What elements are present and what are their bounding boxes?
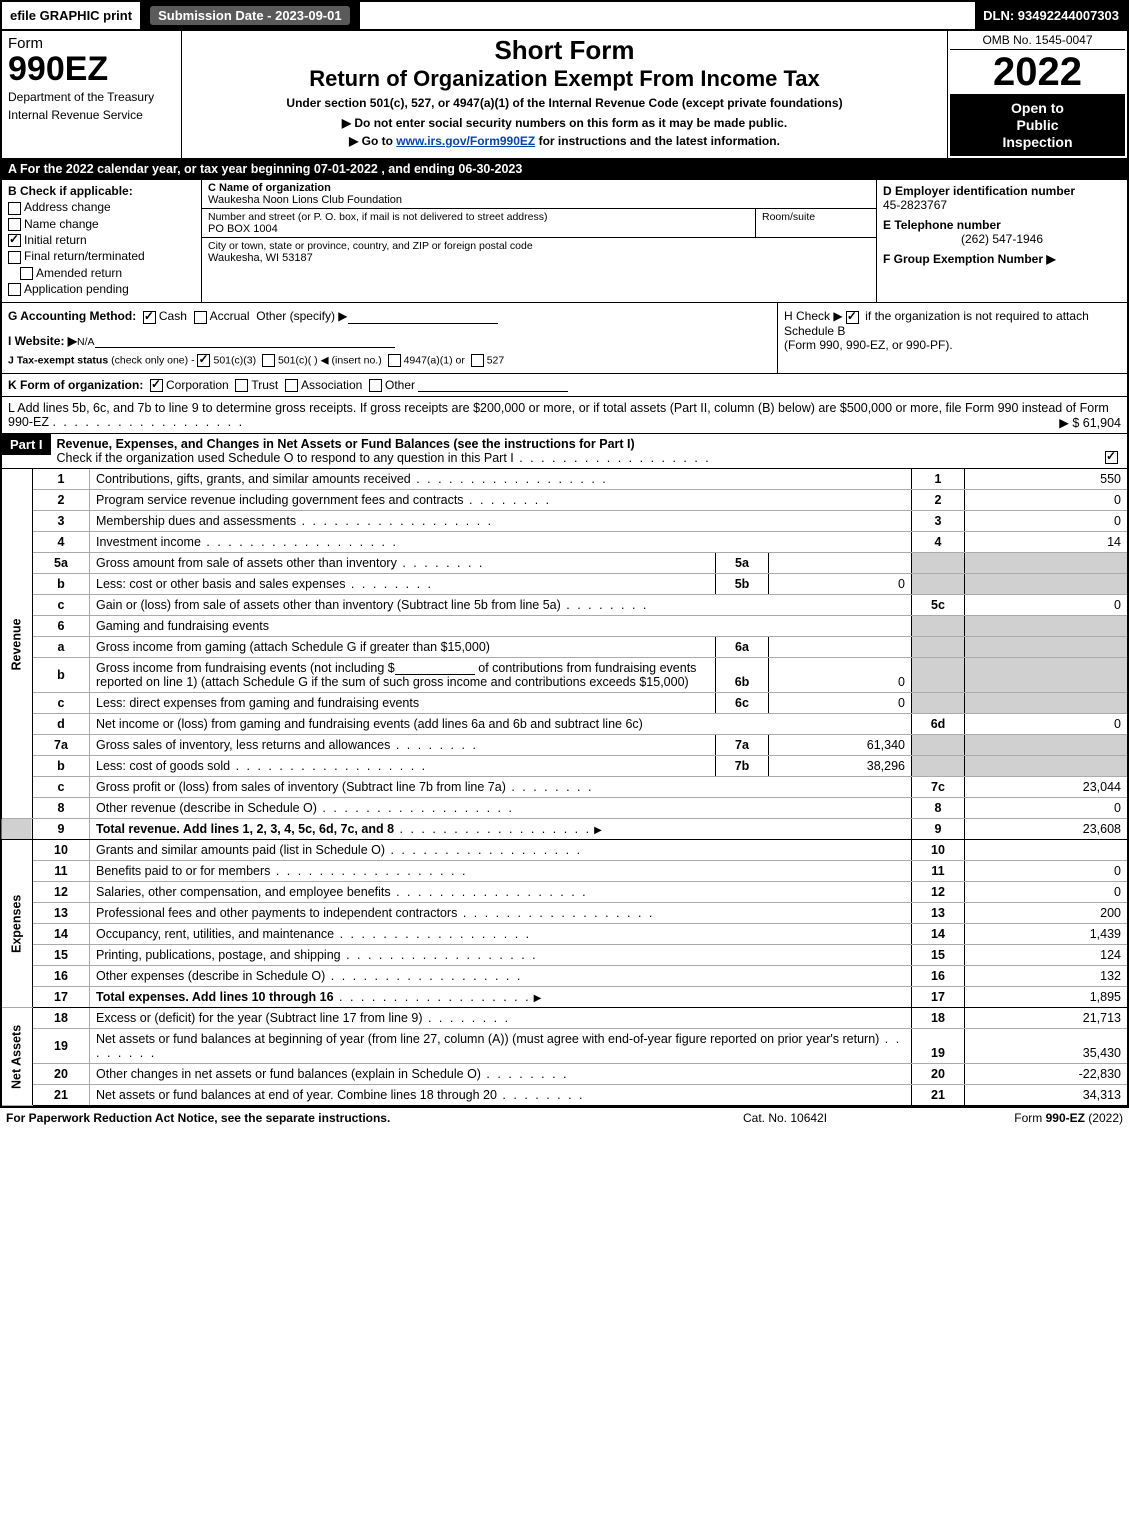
line-16: 16 Other expenses (describe in Schedule …: [1, 966, 1128, 987]
org-name: Waukesha Noon Lions Club Foundation: [208, 194, 402, 206]
checkbox-application-pending[interactable]: [8, 283, 21, 296]
footer-notice: For Paperwork Reduction Act Notice, see …: [6, 1111, 743, 1125]
line-17: 17 Total expenses. Add lines 10 through …: [1, 987, 1128, 1008]
line-3: 3 Membership dues and assessments 3 0: [1, 511, 1128, 532]
net-assets-side-label: Net Assets: [1, 1008, 33, 1106]
section-b: B Check if applicable: Address change Na…: [2, 180, 202, 303]
line-21: 21 Net assets or fund balances at end of…: [1, 1085, 1128, 1106]
line-19: 19 Net assets or fund balances at beginn…: [1, 1029, 1128, 1064]
line-12: 12 Salaries, other compensation, and emp…: [1, 882, 1128, 903]
phone-value: (262) 547-1946: [883, 232, 1121, 246]
other-method-input[interactable]: [348, 323, 498, 324]
line-4: 4 Investment income 4 14: [1, 532, 1128, 553]
org-city-box: City or town, state or province, country…: [202, 238, 876, 266]
header-right: OMB No. 1545-0047 2022 Open to Public In…: [947, 31, 1127, 158]
gross-receipts-amount: ▶ $ 61,904: [1059, 415, 1121, 430]
line-15: 15 Printing, publications, postage, and …: [1, 945, 1128, 966]
form-number: 990EZ: [8, 52, 175, 86]
part-i-label: Part I: [2, 434, 51, 455]
line-11: 11 Benefits paid to or for members 11 0: [1, 861, 1128, 882]
line-13: 13 Professional fees and other payments …: [1, 903, 1128, 924]
website-value: N/A: [77, 336, 95, 348]
checkbox-initial-return[interactable]: [8, 234, 21, 247]
footer-form-ref: Form 990-EZ (2022): [943, 1111, 1123, 1125]
omb-number: OMB No. 1545-0047: [950, 33, 1125, 50]
section-l: L Add lines 5b, 6c, and 7b to line 9 to …: [0, 397, 1129, 434]
line-5b: b Less: cost or other basis and sales ex…: [1, 574, 1128, 595]
org-city: Waukesha, WI 53187: [208, 252, 313, 264]
goto-link-row: ▶ Go to www.irs.gov/Form990EZ for instru…: [186, 134, 943, 148]
tax-year: 2022: [950, 52, 1125, 92]
checkbox-501c[interactable]: [262, 354, 275, 367]
header-center: Short Form Return of Organization Exempt…: [182, 31, 947, 158]
section-g: G Accounting Method: Cash Accrual Other …: [2, 303, 777, 372]
topbar-spacer: [360, 2, 976, 29]
header-left: Form 990EZ Department of the Treasury In…: [2, 31, 182, 158]
line-6c: c Less: direct expenses from gaming and …: [1, 693, 1128, 714]
section-k: K Form of organization: Corporation Trus…: [0, 374, 1129, 397]
checkbox-association[interactable]: [285, 379, 298, 392]
line-5a: 5a Gross amount from sale of assets othe…: [1, 553, 1128, 574]
section-a: A For the 2022 calendar year, or tax yea…: [0, 160, 1129, 180]
section-h: H Check ▶ if the organization is not req…: [777, 303, 1127, 372]
org-name-box: C Name of organization Waukesha Noon Lio…: [202, 180, 876, 209]
checkbox-501c3[interactable]: [197, 354, 210, 367]
line-6b: b Gross income from fundraising events (…: [1, 658, 1128, 693]
line-8: 8 Other revenue (describe in Schedule O)…: [1, 798, 1128, 819]
line-10: Expenses 10 Grants and similar amounts p…: [1, 840, 1128, 861]
return-title: Return of Organization Exempt From Incom…: [186, 66, 943, 92]
checkbox-schedule-o-part-i[interactable]: [1105, 451, 1118, 464]
checkbox-other-org[interactable]: [369, 379, 382, 392]
revenue-side-label: Revenue: [1, 469, 33, 819]
section-def: D Employer identification number 45-2823…: [877, 180, 1127, 303]
checkbox-sched-b[interactable]: [846, 311, 859, 324]
checkbox-527[interactable]: [471, 354, 484, 367]
checkbox-amended-return[interactable]: [20, 267, 33, 280]
section-c: C Name of organization Waukesha Noon Lio…: [202, 180, 877, 303]
checkbox-4947[interactable]: [388, 354, 401, 367]
org-street: PO BOX 1004: [208, 223, 278, 235]
irs-link[interactable]: www.irs.gov/Form990EZ: [396, 134, 535, 148]
line-6d: d Net income or (loss) from gaming and f…: [1, 714, 1128, 735]
form-header: Form 990EZ Department of the Treasury In…: [0, 31, 1129, 160]
checkbox-address-change[interactable]: [8, 202, 21, 215]
line-7a: 7a Gross sales of inventory, less return…: [1, 735, 1128, 756]
top-bar: efile GRAPHIC print Submission Date - 20…: [0, 0, 1129, 31]
line-6: 6 Gaming and fundraising events: [1, 616, 1128, 637]
info-grid: B Check if applicable: Address change Na…: [0, 180, 1129, 303]
short-form-title: Short Form: [186, 35, 943, 66]
part-i-table: Revenue 1 Contributions, gifts, grants, …: [0, 469, 1129, 1106]
do-not-enter: ▶ Do not enter social security numbers o…: [186, 116, 943, 130]
line-9: 9 Total revenue. Add lines 1, 2, 3, 4, 5…: [1, 819, 1128, 840]
dept-irs: Internal Revenue Service: [8, 108, 175, 122]
checkbox-trust[interactable]: [235, 379, 248, 392]
checkbox-final-return[interactable]: [8, 251, 21, 264]
dept-treasury: Department of the Treasury: [8, 90, 175, 104]
row-gh: G Accounting Method: Cash Accrual Other …: [0, 303, 1129, 373]
under-section: Under section 501(c), 527, or 4947(a)(1)…: [186, 96, 943, 110]
submission-date: Submission Date - 2023-09-01: [142, 2, 360, 29]
line-1: Revenue 1 Contributions, gifts, grants, …: [1, 469, 1128, 490]
org-address-box: Number and street (or P. O. box, if mail…: [202, 209, 876, 238]
line-7b: b Less: cost of goods sold 7b 38,296: [1, 756, 1128, 777]
expenses-side-label: Expenses: [1, 840, 33, 1008]
line-6a: a Gross income from gaming (attach Sched…: [1, 637, 1128, 658]
part-i-header: Part I Revenue, Expenses, and Changes in…: [0, 434, 1129, 469]
line-7c: c Gross profit or (loss) from sales of i…: [1, 777, 1128, 798]
ein-value: 45-2823767: [883, 198, 1121, 212]
checkbox-accrual[interactable]: [194, 311, 207, 324]
dln: DLN: 93492244007303: [975, 2, 1127, 29]
line-2: 2 Program service revenue including gove…: [1, 490, 1128, 511]
page-footer: For Paperwork Reduction Act Notice, see …: [0, 1106, 1129, 1128]
line-5c: c Gain or (loss) from sale of assets oth…: [1, 595, 1128, 616]
efile-label[interactable]: efile GRAPHIC print: [2, 2, 142, 29]
checkbox-name-change[interactable]: [8, 218, 21, 231]
checkbox-corporation[interactable]: [150, 379, 163, 392]
open-to-public: Open to Public Inspection: [950, 94, 1125, 156]
footer-cat-no: Cat. No. 10642I: [743, 1111, 943, 1125]
line-20: 20 Other changes in net assets or fund b…: [1, 1064, 1128, 1085]
line-18: Net Assets 18 Excess or (deficit) for th…: [1, 1008, 1128, 1029]
checkbox-cash[interactable]: [143, 311, 156, 324]
line-14: 14 Occupancy, rent, utilities, and maint…: [1, 924, 1128, 945]
